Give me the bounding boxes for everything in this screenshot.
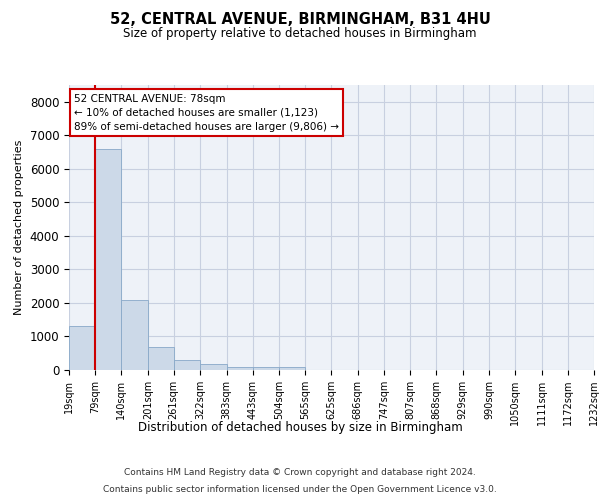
Text: Contains public sector information licensed under the Open Government Licence v3: Contains public sector information licen… bbox=[103, 484, 497, 494]
Bar bbox=[227, 366, 253, 370]
Bar bbox=[95, 150, 121, 370]
Text: Contains HM Land Registry data © Crown copyright and database right 2024.: Contains HM Land Registry data © Crown c… bbox=[124, 468, 476, 477]
Text: Size of property relative to detached houses in Birmingham: Size of property relative to detached ho… bbox=[123, 28, 477, 40]
Text: 52, CENTRAL AVENUE, BIRMINGHAM, B31 4HU: 52, CENTRAL AVENUE, BIRMINGHAM, B31 4HU bbox=[110, 12, 490, 28]
Text: 52 CENTRAL AVENUE: 78sqm
← 10% of detached houses are smaller (1,123)
89% of sem: 52 CENTRAL AVENUE: 78sqm ← 10% of detach… bbox=[74, 94, 339, 132]
Bar bbox=[200, 364, 227, 370]
Bar bbox=[148, 346, 174, 370]
Bar bbox=[253, 368, 279, 370]
Text: Distribution of detached houses by size in Birmingham: Distribution of detached houses by size … bbox=[137, 421, 463, 434]
Y-axis label: Number of detached properties: Number of detached properties bbox=[14, 140, 24, 315]
Bar bbox=[174, 360, 200, 370]
Bar bbox=[279, 368, 305, 370]
Bar bbox=[69, 326, 95, 370]
Bar bbox=[121, 300, 148, 370]
